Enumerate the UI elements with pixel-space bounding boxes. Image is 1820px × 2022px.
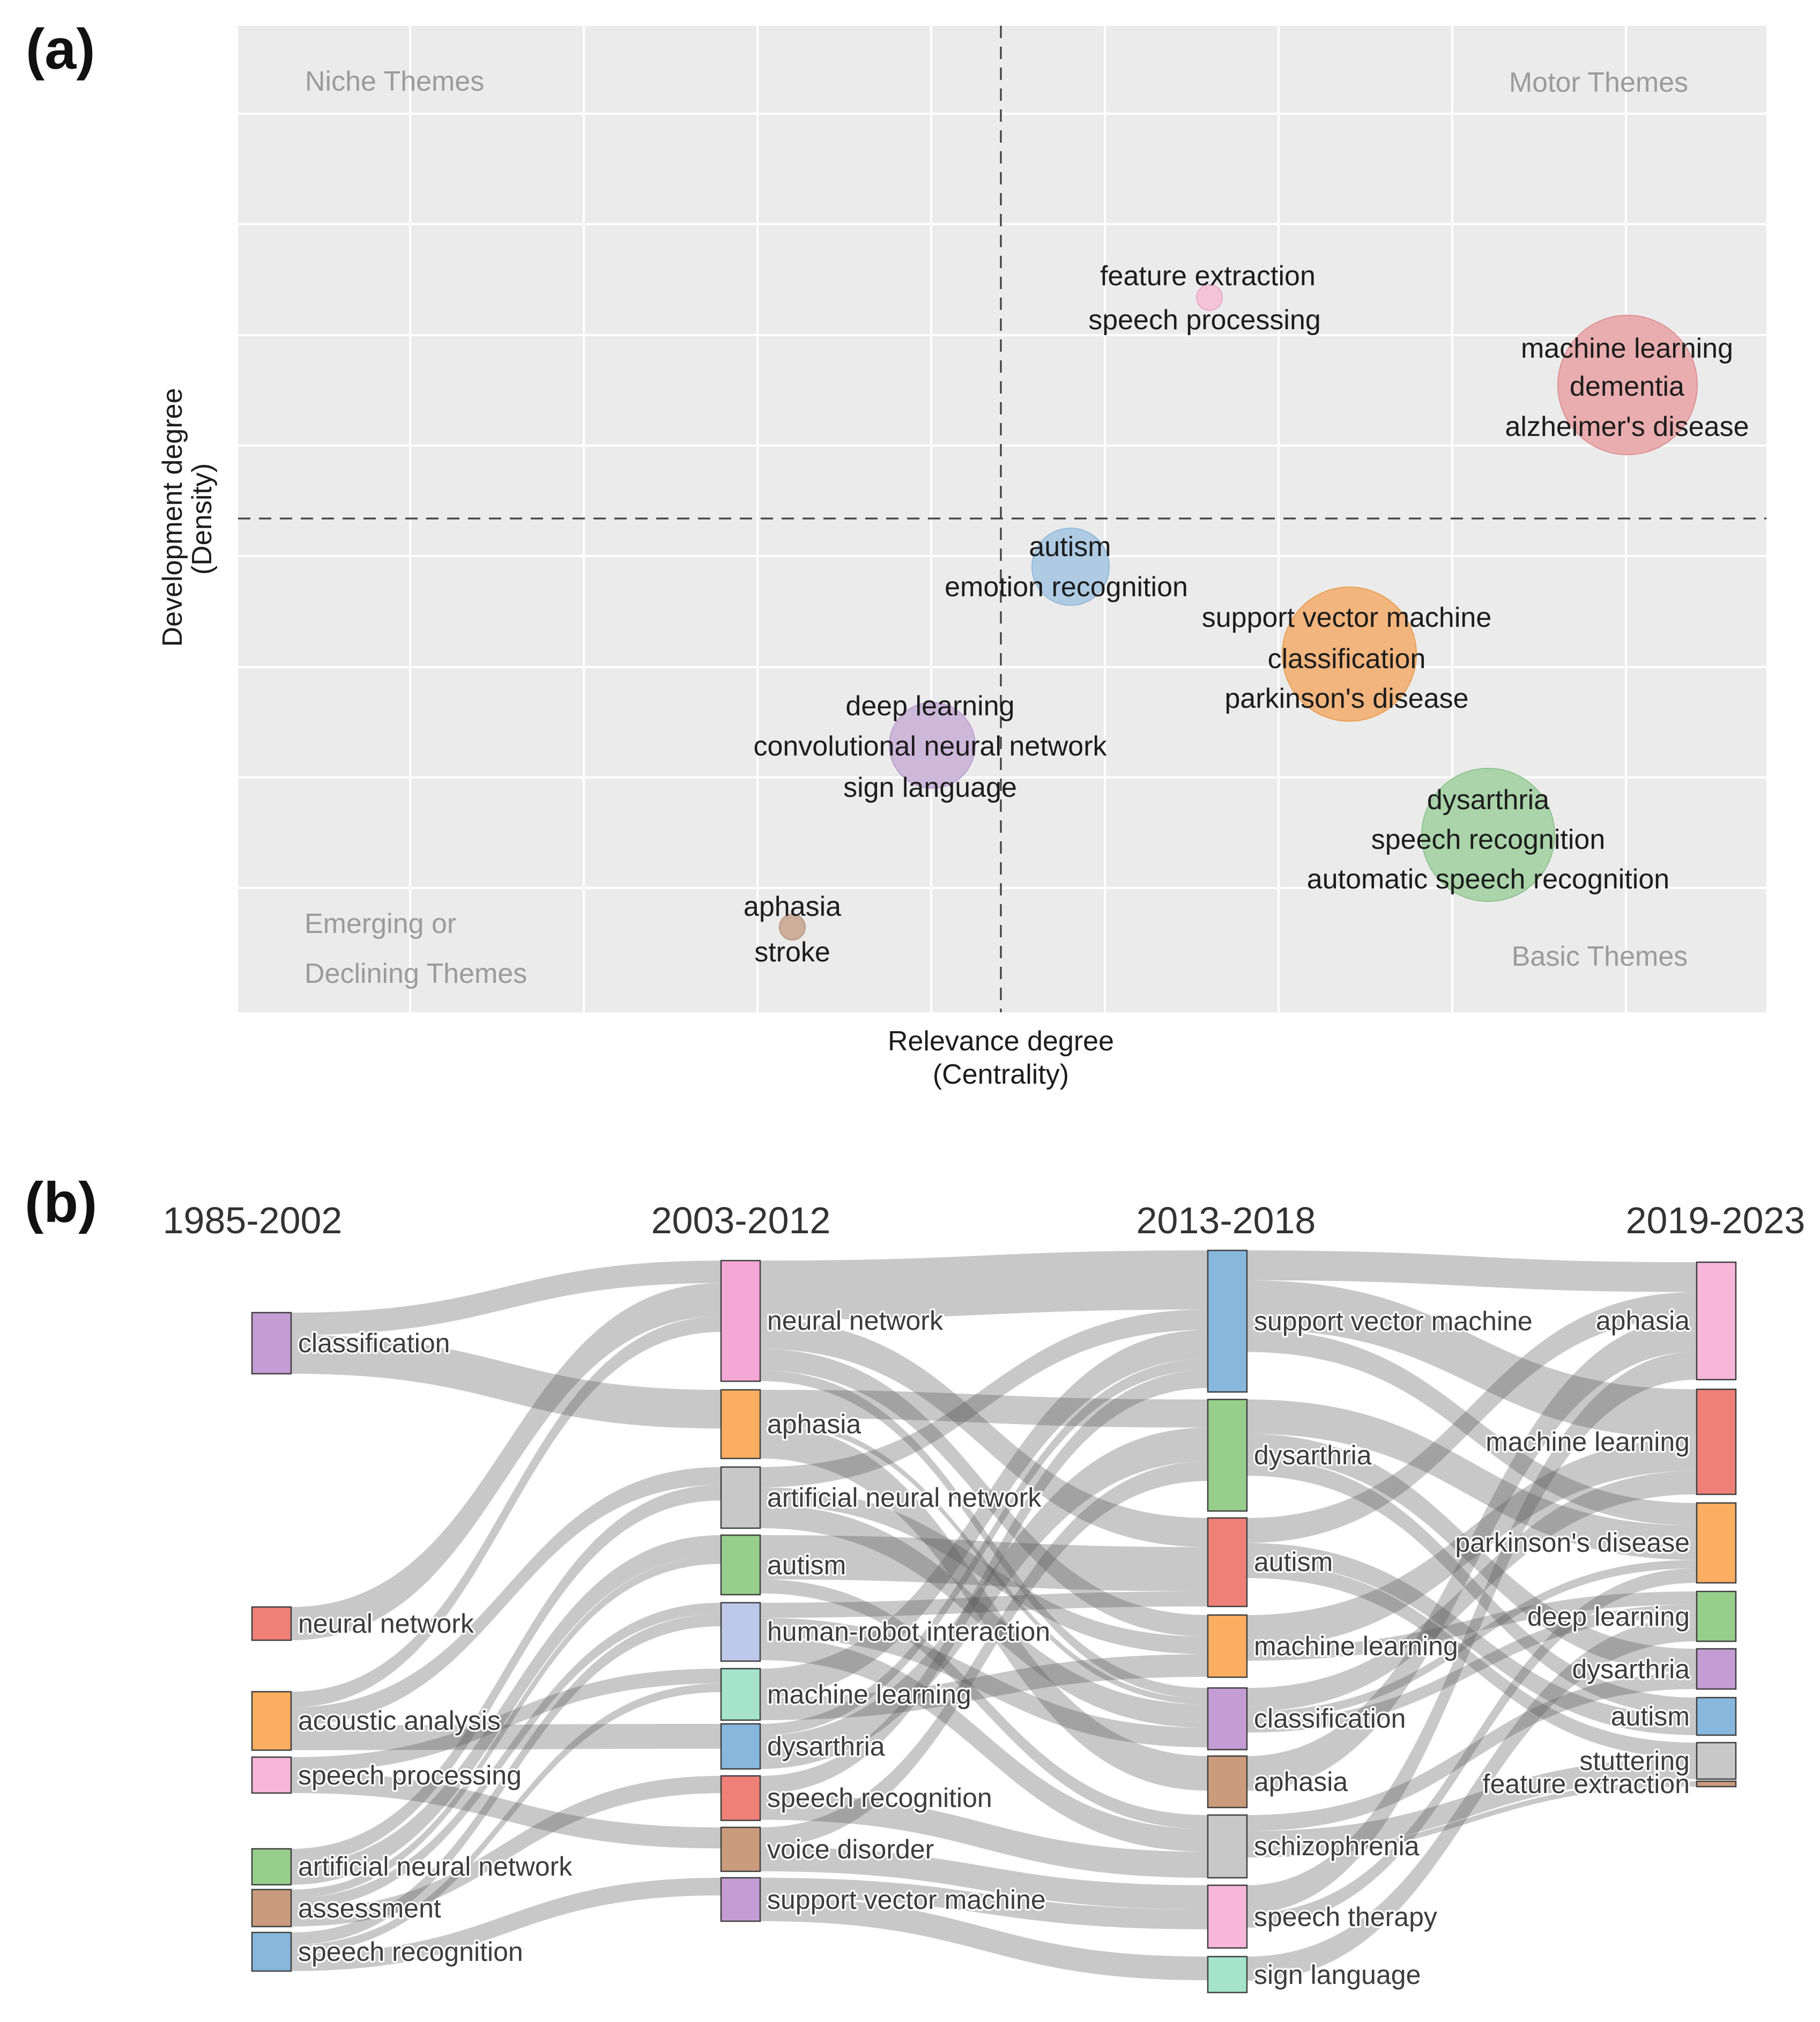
svg-text:dysarthria: dysarthria <box>767 1731 885 1761</box>
svg-text:speech recognition: speech recognition <box>767 1783 992 1813</box>
svg-text:2003-2012: 2003-2012 <box>651 1199 831 1241</box>
svg-text:aphasia: aphasia <box>744 891 841 922</box>
svg-text:feature extraction: feature extraction <box>1100 261 1316 292</box>
svg-text:Declining Themes: Declining Themes <box>304 958 527 989</box>
svg-text:machine learning: machine learning <box>1254 1631 1458 1661</box>
svg-text:parkinson's disease: parkinson's disease <box>1455 1528 1690 1558</box>
svg-text:Relevance degree: Relevance degree <box>888 1026 1114 1057</box>
svg-text:(b): (b) <box>25 1171 97 1234</box>
svg-text:convolutional neural network: convolutional neural network <box>753 731 1107 762</box>
svg-text:neural network: neural network <box>767 1306 944 1336</box>
svg-text:voice disorder: voice disorder <box>767 1834 934 1864</box>
svg-text:machine learning: machine learning <box>1485 1427 1690 1457</box>
svg-text:(Density): (Density) <box>187 463 218 575</box>
svg-text:autism: autism <box>1611 1701 1690 1731</box>
svg-text:artificial neural network: artificial neural network <box>767 1483 1042 1513</box>
svg-text:Basic Themes: Basic Themes <box>1512 941 1688 972</box>
svg-text:(Centrality): (Centrality) <box>933 1059 1069 1090</box>
svg-text:(a): (a) <box>26 18 95 81</box>
svg-text:dysarthria: dysarthria <box>1427 784 1549 816</box>
svg-text:acoustic analysis: acoustic analysis <box>298 1706 501 1736</box>
svg-text:classification: classification <box>298 1328 450 1358</box>
svg-text:Development degree: Development degree <box>157 388 188 647</box>
svg-text:2013-2018: 2013-2018 <box>1136 1199 1316 1241</box>
svg-text:autism: autism <box>767 1550 846 1580</box>
svg-text:speech processing: speech processing <box>1088 305 1321 336</box>
svg-text:aphasia: aphasia <box>1596 1306 1690 1336</box>
svg-text:schizophrenia: schizophrenia <box>1254 1831 1420 1861</box>
svg-text:2019-2023: 2019-2023 <box>1626 1199 1806 1241</box>
svg-text:alzheimer's disease: alzheimer's disease <box>1505 411 1749 442</box>
svg-text:autism: autism <box>1029 531 1111 562</box>
svg-text:stroke: stroke <box>754 937 830 968</box>
svg-text:assessment: assessment <box>298 1893 441 1923</box>
svg-text:deep learning: deep learning <box>1527 1602 1690 1632</box>
svg-text:machine learning: machine learning <box>1521 333 1733 364</box>
svg-text:dementia: dementia <box>1570 371 1684 402</box>
svg-text:dysarthria: dysarthria <box>1254 1440 1372 1470</box>
svg-text:Emerging or: Emerging or <box>304 908 456 939</box>
svg-text:support vector machine: support vector machine <box>767 1885 1046 1915</box>
svg-text:feature extraction: feature extraction <box>1483 1769 1690 1799</box>
svg-text:sign language: sign language <box>1254 1960 1421 1990</box>
svg-text:speech recognition: speech recognition <box>298 1937 523 1967</box>
svg-text:Niche Themes: Niche Themes <box>305 66 484 97</box>
svg-text:Motor Themes: Motor Themes <box>1509 67 1688 98</box>
svg-text:human-robot interaction: human-robot interaction <box>767 1617 1050 1647</box>
svg-text:classification: classification <box>1268 643 1426 675</box>
svg-text:speech processing: speech processing <box>298 1760 522 1790</box>
svg-text:speech recognition: speech recognition <box>1371 824 1606 855</box>
svg-text:1985-2002: 1985-2002 <box>163 1199 343 1241</box>
svg-text:artificial neural network: artificial neural network <box>298 1851 573 1882</box>
svg-text:dysarthria: dysarthria <box>1572 1654 1690 1684</box>
svg-text:parkinson's disease: parkinson's disease <box>1224 683 1468 714</box>
svg-text:support vector machine: support vector machine <box>1254 1306 1533 1336</box>
svg-text:stuttering: stuttering <box>1579 1746 1690 1776</box>
svg-text:classification: classification <box>1254 1703 1406 1734</box>
svg-text:neural network: neural network <box>298 1609 474 1639</box>
svg-text:machine learning: machine learning <box>767 1679 971 1709</box>
svg-text:speech therapy: speech therapy <box>1254 1902 1437 1932</box>
svg-text:aphasia: aphasia <box>767 1409 861 1439</box>
svg-text:support vector machine: support vector machine <box>1202 602 1492 633</box>
svg-text:aphasia: aphasia <box>1254 1767 1348 1797</box>
svg-text:autism: autism <box>1254 1547 1333 1577</box>
svg-text:emotion recognition: emotion recognition <box>945 572 1188 603</box>
svg-text:sign language: sign language <box>843 772 1017 803</box>
svg-text:automatic speech recognition: automatic speech recognition <box>1307 864 1669 895</box>
svg-text:deep learning: deep learning <box>845 691 1014 722</box>
